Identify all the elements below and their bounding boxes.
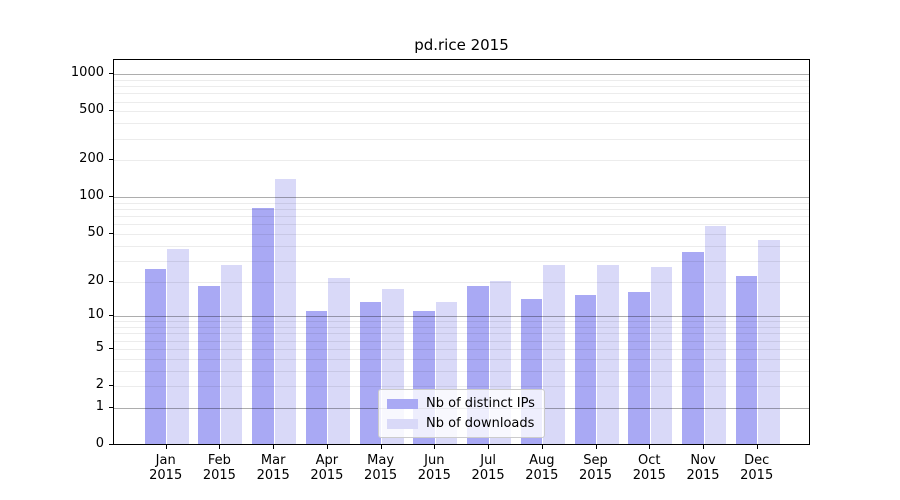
bar-nb-of-downloads-apr [328,278,350,444]
bars-layer [114,60,809,444]
x-tick-mark-aug [541,445,543,449]
x-tick-label-jun: Jun 2015 [402,453,466,483]
bar-nb-of-downloads-mar [274,179,297,444]
legend-label-distinct-ips: Nb of distinct IPs [426,395,535,411]
y-tick-label-0: 0 [95,436,104,451]
legend-item-distinct-ips: Nb of distinct IPs [387,396,536,412]
x-tick-year-sep: 2015 [578,468,613,483]
plot-area [113,59,810,445]
bar-nb-of-distinct-ips-jan [144,269,167,444]
x-tick-year-jan: 2015 [149,468,183,483]
x-tick-mark-jun [434,445,436,449]
y-tick-label-5: 5 [95,339,104,355]
x-tick-mark-nov [703,445,704,449]
y-tick-label-1000: 1000 [70,65,104,81]
x-tick-label-may: May 2015 [349,453,413,483]
x-tick-mark-feb [219,445,221,449]
x-tick-mark-mar [273,445,275,449]
bar-nb-of-distinct-ips-nov [682,251,704,444]
y-tick-label-20: 20 [87,272,104,288]
x-tick-year-aug: 2015 [525,468,559,483]
x-tick-year-feb: 2015 [202,468,236,483]
legend-swatch-downloads [387,418,418,429]
x-tick-year-jun: 2015 [417,468,451,483]
x-tick-label-feb: Feb 2015 [187,453,251,483]
bar-nb-of-downloads-nov [704,226,726,444]
x-tick-year-jul: 2015 [471,468,505,483]
x-tick-mark-sep [595,445,597,449]
legend-item-downloads: Nb of downloads [387,416,536,432]
x-tick-label-jan: Jan 2015 [134,453,198,483]
x-tick-label-apr: Apr 2015 [295,453,359,483]
legend-label-downloads: Nb of downloads [426,415,535,431]
x-tick-year-dec: 2015 [740,468,774,483]
legend-swatch-distinct-ips [387,398,418,409]
bar-nb-of-distinct-ips-dec [735,275,758,444]
y-tick-label-10: 10 [87,307,104,323]
x-tick-mark-oct [649,445,651,449]
bar-nb-of-distinct-ips-apr [305,310,328,444]
chart-title: pd.rice 2015 [414,36,509,54]
x-tick-mark-may [380,445,382,449]
bar-nb-of-downloads-sep [597,265,619,444]
legend: Nb of distinct IPs Nb of downloads [378,389,545,438]
x-tick-mark-jan [165,445,167,449]
bar-nb-of-downloads-aug [543,265,565,444]
bar-nb-of-distinct-ips-feb [198,285,220,444]
x-tick-label-sep: Sep 2015 [564,453,628,483]
x-tick-label-mar: Mar 2015 [241,453,305,483]
bar-nb-of-downloads-jan [167,248,189,444]
x-tick-label-aug: Aug 2015 [510,453,574,483]
bar-nb-of-downloads-feb [220,265,243,444]
x-tick-mark-jul [488,445,490,449]
bar-nb-of-downloads-dec [758,239,780,444]
x-tick-mark-apr [326,445,328,449]
bar-nb-of-distinct-ips-oct [628,291,650,444]
y-tick-label-50: 50 [87,224,104,240]
x-tick-year-mar: 2015 [256,468,290,483]
y-tick-label-2: 2 [95,377,104,392]
y-tick-label-100: 100 [79,188,104,204]
bar-nb-of-distinct-ips-mar [252,208,274,444]
x-tick-label-jul: Jul 2015 [456,453,520,483]
x-tick-year-oct: 2015 [632,468,666,483]
y-tick-label-500: 500 [79,102,104,118]
bar-nb-of-distinct-ips-sep [574,295,597,444]
x-tick-label-dec: Dec 2015 [725,453,789,483]
x-tick-label-nov: Nov 2015 [671,453,735,483]
x-tick-year-apr: 2015 [310,468,344,483]
y-tick-label-1: 1 [95,398,104,414]
x-tick-year-may: 2015 [364,468,398,483]
y-tick-label-200: 200 [79,151,104,167]
x-tick-mark-dec [756,445,758,449]
bar-nb-of-distinct-ips-may [359,302,382,444]
x-tick-year-nov: 2015 [686,468,720,483]
x-tick-label-oct: Oct 2015 [617,453,681,483]
bar-nb-of-downloads-oct [650,267,673,444]
